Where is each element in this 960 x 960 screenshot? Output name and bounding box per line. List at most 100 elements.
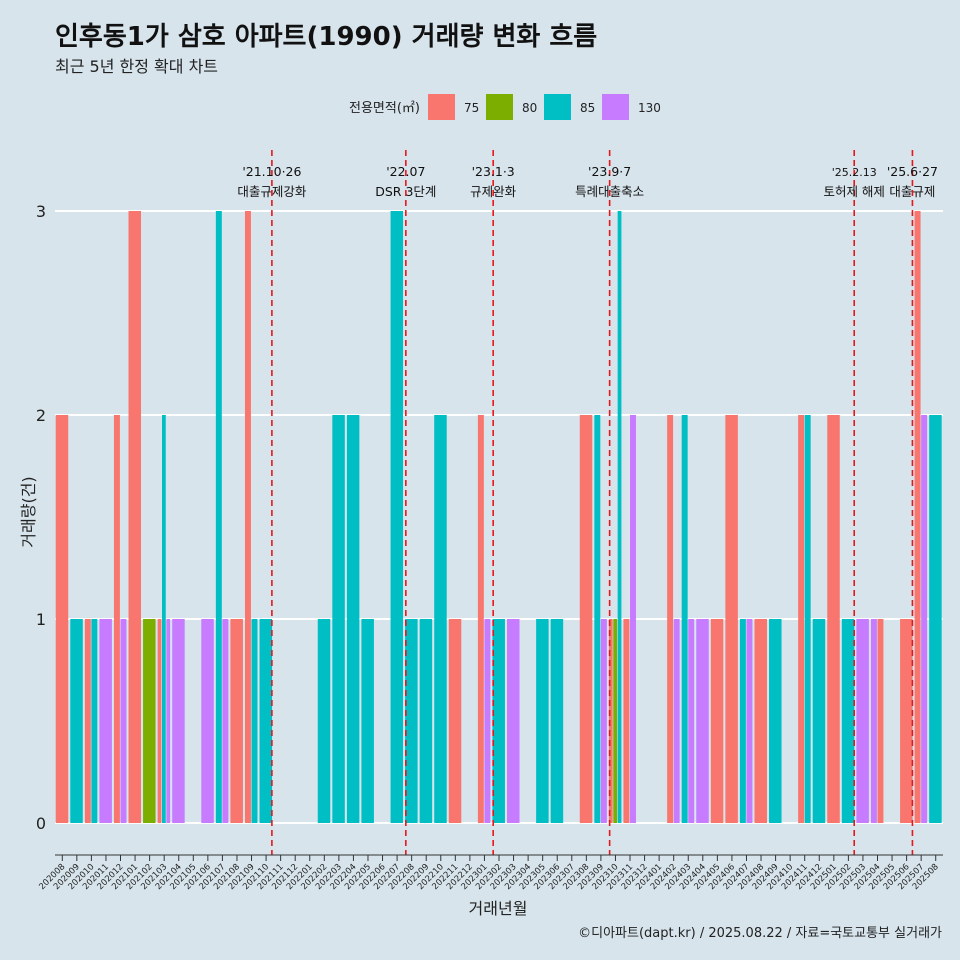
event-label: 토허제 해제 bbox=[823, 184, 884, 199]
legend-label: 80 bbox=[522, 101, 537, 115]
event-label: 대출규제 bbox=[889, 184, 935, 199]
bar bbox=[120, 619, 127, 823]
bar bbox=[259, 619, 273, 823]
bar bbox=[244, 211, 251, 823]
bar bbox=[492, 619, 505, 823]
legend-swatch bbox=[486, 94, 513, 120]
event-date: '23.1·3 bbox=[472, 164, 515, 179]
bar bbox=[667, 415, 674, 823]
bar bbox=[579, 415, 593, 823]
bar bbox=[143, 619, 156, 823]
legend: 전용면적(㎡) 75 80 85 130 bbox=[349, 94, 661, 120]
bar bbox=[600, 619, 607, 823]
bar bbox=[754, 619, 767, 823]
bar bbox=[448, 619, 462, 823]
bar bbox=[201, 619, 214, 823]
bar bbox=[804, 415, 811, 823]
bar bbox=[725, 415, 738, 823]
bar bbox=[361, 619, 374, 823]
bar bbox=[317, 619, 331, 823]
bar bbox=[166, 619, 171, 823]
bar bbox=[405, 619, 418, 823]
bar bbox=[550, 619, 564, 823]
bar bbox=[856, 619, 869, 823]
bar bbox=[222, 619, 229, 823]
bars bbox=[55, 211, 942, 823]
bar bbox=[484, 619, 491, 823]
event-label: 대출규제강화 bbox=[237, 184, 307, 199]
chart-subtitle: 최근 5년 한정 확대 차트 bbox=[55, 57, 219, 76]
event-date: '25.2.13 bbox=[832, 166, 877, 179]
bar bbox=[673, 619, 680, 823]
bar bbox=[710, 619, 724, 823]
bar bbox=[172, 619, 185, 823]
bar bbox=[251, 619, 258, 823]
y-tick-label: 3 bbox=[36, 202, 46, 221]
legend-label: 130 bbox=[638, 101, 661, 115]
legend-swatch bbox=[602, 94, 629, 120]
x-axis: 2020082020092020102020112020122021012021… bbox=[37, 854, 943, 892]
x-axis-label: 거래년월 bbox=[469, 899, 528, 918]
event-date: '21.10·26 bbox=[242, 164, 301, 179]
y-tick-label: 2 bbox=[36, 406, 46, 425]
bar bbox=[346, 415, 360, 823]
legend-label: 75 bbox=[464, 101, 479, 115]
bar bbox=[812, 619, 826, 823]
bar bbox=[332, 415, 345, 823]
bar bbox=[157, 619, 162, 823]
bar bbox=[798, 415, 805, 823]
bar bbox=[769, 619, 782, 823]
bar bbox=[630, 415, 636, 823]
bar bbox=[613, 619, 618, 823]
event-date: '22.07 bbox=[386, 164, 425, 179]
legend-swatch bbox=[428, 94, 455, 120]
bar bbox=[419, 619, 433, 823]
bar bbox=[434, 415, 447, 823]
event-label: DSR 3단계 bbox=[375, 184, 436, 199]
bar bbox=[827, 415, 840, 823]
bar bbox=[215, 211, 222, 823]
bar bbox=[929, 415, 942, 823]
event-date: '23.9·7 bbox=[588, 164, 631, 179]
bar bbox=[91, 619, 98, 823]
bar bbox=[55, 415, 69, 823]
bar bbox=[870, 619, 877, 823]
bar bbox=[84, 619, 91, 823]
bar bbox=[746, 619, 753, 823]
event-lines: '21.10·26 대출규제강화 '22.07 DSR 3단계 '23.1·3 규제완화 '… bbox=[237, 150, 938, 855]
event-label: 규제완화 bbox=[470, 184, 517, 199]
bar bbox=[914, 211, 921, 823]
bar bbox=[128, 211, 142, 823]
bar bbox=[477, 415, 484, 823]
y-axis-label: 거래량(건) bbox=[19, 476, 38, 547]
bar bbox=[390, 211, 404, 823]
event-label: 특례대출축소 bbox=[575, 184, 644, 199]
chart-title: 인후동1가 삼호 아파트(1990) 거래량 변화 흐름 bbox=[55, 22, 598, 52]
bar bbox=[230, 619, 243, 823]
bar bbox=[623, 619, 630, 823]
bar bbox=[536, 619, 549, 823]
y-axis: 0 1 2 3 bbox=[36, 202, 46, 833]
bar bbox=[99, 619, 112, 823]
bar bbox=[70, 619, 83, 823]
bar bbox=[877, 619, 884, 823]
source-caption: ©디아파트(dapt.kr) / 2025.08.22 / 자료=국토교통부 실… bbox=[578, 926, 942, 941]
legend-title: 전용면적(㎡) bbox=[349, 101, 420, 116]
legend-swatch bbox=[544, 94, 571, 120]
bar bbox=[162, 415, 166, 823]
bar bbox=[921, 415, 928, 823]
bar bbox=[608, 619, 613, 823]
bar bbox=[594, 415, 601, 823]
bar bbox=[739, 619, 746, 823]
bar bbox=[113, 415, 120, 823]
event-date: '25.6·27 bbox=[887, 164, 938, 179]
bar bbox=[696, 619, 709, 823]
legend-label: 85 bbox=[580, 101, 595, 115]
y-tick-label: 1 bbox=[36, 610, 46, 629]
bar bbox=[841, 619, 855, 823]
bar bbox=[900, 619, 913, 823]
y-tick-label: 0 bbox=[36, 814, 46, 833]
bar bbox=[507, 619, 520, 823]
bar bbox=[681, 415, 688, 823]
